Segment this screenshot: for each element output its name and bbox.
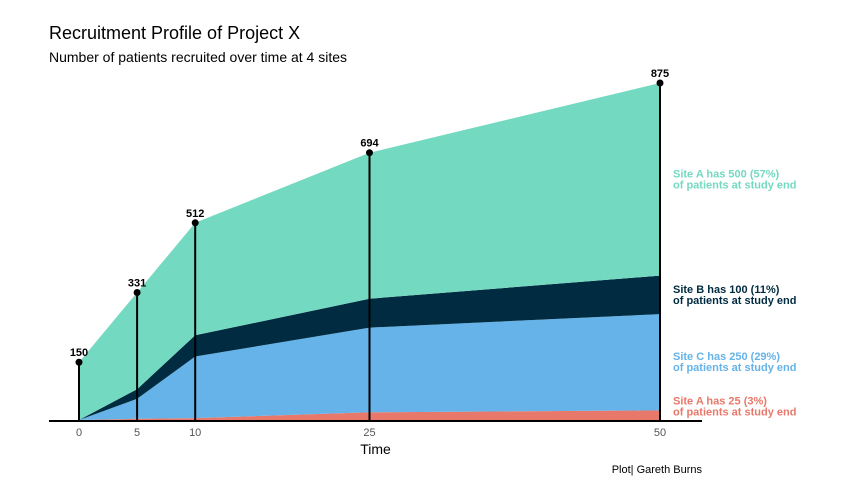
total-label: 331 [128, 278, 146, 290]
x-tick-label: 10 [189, 427, 201, 439]
total-point [366, 149, 373, 157]
total-label: 875 [651, 68, 669, 80]
total-label: 694 [360, 138, 379, 150]
annotation-line2: of patients at study end [673, 362, 796, 374]
annotation-line1: Site A has 500 (57%) [673, 168, 780, 180]
annotation-line1: Site B has 100 (11%) [673, 284, 780, 296]
plot-caption: Plot| Gareth Burns [612, 464, 703, 476]
x-tick-label: 25 [363, 427, 375, 439]
total-point [191, 219, 199, 227]
total-stems: 150 331 512 694 875 [70, 68, 669, 420]
chart-subtitle: Number of patients recruited over time a… [49, 49, 348, 65]
total-point [133, 289, 141, 297]
annotation-line2: of patients at study end [673, 295, 796, 307]
total-point [656, 79, 664, 87]
x-tick-label: 50 [654, 427, 666, 439]
site-annotations: Site A has 500 (57%)of patients at study… [673, 168, 796, 418]
x-axis-label: Time [360, 441, 391, 457]
annotation-line2: of patients at study end [673, 406, 796, 418]
area-series-2 [79, 275, 660, 420]
x-tick-label: 5 [134, 427, 140, 439]
chart-title: Recruitment Profile of Project X [49, 23, 301, 43]
x-axis-ticks: 0 5 10 25 50 [76, 427, 666, 439]
annotation-line1: Site A has 25 (3%) [673, 395, 767, 407]
annotation-line1: Site C has 250 (29%) [673, 351, 780, 363]
annotation-line2: of patients at study end [673, 179, 796, 191]
x-tick-label: 0 [76, 427, 82, 439]
total-label: 150 [70, 347, 88, 359]
total-label: 512 [186, 208, 204, 220]
total-point [75, 358, 83, 366]
